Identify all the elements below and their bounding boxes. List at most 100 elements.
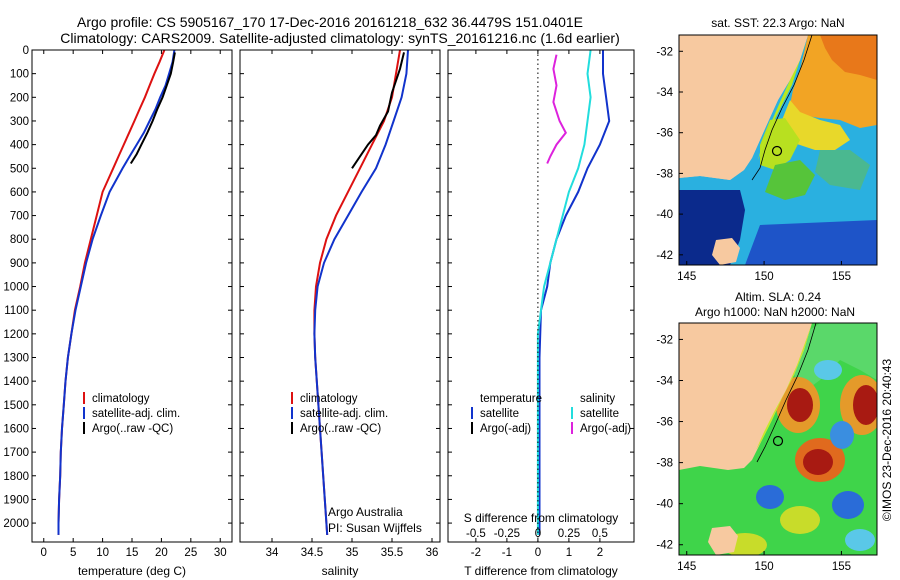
depth-tick-label: 800 bbox=[10, 234, 29, 246]
difference-s-label: S difference from climatology bbox=[464, 511, 619, 525]
map-ytick-label: -40 bbox=[656, 209, 673, 221]
difference-legend: temperature salinity satellite satellite Arg… bbox=[471, 393, 631, 435]
difference-xtick-label: -1 bbox=[502, 547, 512, 559]
depth-tick-label: 600 bbox=[10, 187, 29, 199]
map-xtick-label: 155 bbox=[832, 561, 851, 573]
depth-tick-label: 0 bbox=[23, 45, 29, 57]
sst-map-image bbox=[679, 35, 877, 265]
depth-tick-label: 200 bbox=[10, 92, 29, 104]
legend-entry: temperature bbox=[480, 393, 542, 405]
difference-xtick-label: 2 bbox=[597, 547, 603, 559]
depth-tick-label: 500 bbox=[10, 163, 29, 175]
map-ytick-label: -40 bbox=[656, 499, 673, 511]
argo-position-marker-sst bbox=[771, 145, 783, 157]
panel-difference: -2 -0.5 -1 -0.25 0 0 1 0.25 2 0.5 T difference fro… bbox=[447, 49, 635, 578]
argo-position-marker-sla bbox=[772, 435, 784, 447]
salinity-xtick-label: 34 bbox=[266, 547, 279, 559]
depth-tick-label: 900 bbox=[10, 258, 29, 270]
imos-credit: ©IMOS 23-Dec-2016 20:40:43 bbox=[880, 359, 894, 522]
temperature-xtick-label: 5 bbox=[70, 547, 76, 559]
depth-tick-label: 1100 bbox=[4, 305, 29, 317]
temperature-series-1 bbox=[57, 49, 176, 535]
temperature-xtick-label: 0 bbox=[41, 547, 47, 559]
sla-map: Altim. SLA: 0.24 Argo h1000: NaN h2000: … bbox=[656, 290, 878, 573]
depth-tick-label: 1800 bbox=[3, 471, 29, 483]
legend-entry: satellite-adj. clim. bbox=[300, 408, 388, 420]
salinity-series-0 bbox=[313, 49, 401, 535]
temperature-xtick-label: 20 bbox=[155, 547, 168, 559]
panel-salinity: 34 34.5 35 35.5 36 salinity Argo Australia PI: … bbox=[239, 49, 441, 578]
salinity-series-2 bbox=[351, 52, 405, 169]
temperature-xtick-label: 30 bbox=[214, 547, 227, 559]
sst-map-title: sat. SST: 22.3 Argo: NaN bbox=[711, 16, 844, 30]
map-ytick-label: -32 bbox=[656, 334, 673, 346]
temperature-xtick-label: 10 bbox=[96, 547, 109, 559]
panel-temperature: 0 5 10 15 20 25 300100200300400500600700800900… bbox=[3, 45, 233, 578]
depth-tick-label: 1600 bbox=[3, 423, 29, 435]
depth-tick-label: 1300 bbox=[3, 353, 29, 365]
salinity-legend: climatology satellite-adj. clim. Argo(..ra… bbox=[291, 392, 388, 435]
legend-entry: Argo(..raw -QC) bbox=[92, 423, 173, 435]
salinity-annotation: PI: Susan Wijffels bbox=[328, 521, 422, 535]
salinity-xtick-label: 35.5 bbox=[381, 547, 403, 559]
salinity-series-1 bbox=[313, 49, 409, 535]
sst-map: sat. SST: 22.3 Argo: NaN 145 150 bbox=[656, 16, 878, 283]
depth-tick-label: 700 bbox=[10, 211, 29, 223]
difference-series-0 bbox=[538, 50, 611, 535]
depth-tick-label: 1400 bbox=[3, 376, 29, 388]
difference-top-xtick-label: 0 bbox=[535, 528, 541, 540]
temperature-frame bbox=[31, 49, 233, 543]
difference-xtick-label: 0 bbox=[535, 547, 541, 559]
map-ytick-label: -42 bbox=[656, 540, 673, 552]
salinity-xtick-label: 34.5 bbox=[301, 547, 323, 559]
map-xtick-label: 155 bbox=[832, 271, 851, 283]
depth-tick-label: 1700 bbox=[3, 447, 29, 459]
legend-entry: climatology bbox=[300, 393, 358, 405]
map-ytick-label: -38 bbox=[656, 168, 673, 180]
temperature-xtick-label: 15 bbox=[126, 547, 139, 559]
salinity-xtick-label: 35 bbox=[346, 547, 359, 559]
map-ytick-label: -34 bbox=[656, 375, 673, 387]
difference-top-xtick-label: -0.5 bbox=[466, 528, 486, 540]
temperature-xlabel: temperature (deg C) bbox=[78, 564, 186, 578]
depth-tick-label: 1900 bbox=[3, 494, 29, 506]
legend-entry: Argo(-adj) bbox=[480, 423, 531, 435]
salinity-frame bbox=[239, 49, 441, 543]
depth-tick-label: 1500 bbox=[3, 400, 29, 412]
legend-entry: Argo(-adj) bbox=[580, 423, 631, 435]
map-ytick-label: -42 bbox=[656, 250, 673, 262]
difference-top-xtick-label: 0.5 bbox=[592, 528, 608, 540]
depth-tick-label: 2000 bbox=[3, 518, 29, 530]
depth-tick-label: 100 bbox=[10, 69, 29, 81]
temperature-legend: climatology satellite-adj. clim. Argo(..ra… bbox=[83, 392, 180, 435]
legend-entry: satellite-adj. clim. bbox=[92, 408, 180, 420]
difference-xtick-label: 1 bbox=[566, 547, 572, 559]
figure-title-line2: Climatology: CARS2009. Satellite-adjuste… bbox=[60, 30, 620, 46]
difference-series-2 bbox=[546, 54, 567, 164]
difference-top-xtick-label: 0.25 bbox=[558, 528, 580, 540]
legend-entry: salinity bbox=[580, 393, 615, 405]
map-ytick-label: -38 bbox=[656, 458, 673, 470]
salinity-annotation: Argo Australia bbox=[328, 505, 403, 519]
map-xtick-label: 150 bbox=[754, 561, 773, 573]
sla-map-title-line1: Altim. SLA: 0.24 bbox=[735, 290, 821, 304]
salinity-xlabel: salinity bbox=[322, 564, 359, 578]
profile-panels: 0 5 10 15 20 25 300100200300400500600700800900… bbox=[3, 45, 635, 578]
sla-map-title-line2: Argo h1000: NaN h2000: NaN bbox=[695, 305, 855, 319]
map-ytick-label: -34 bbox=[656, 87, 673, 99]
difference-frame bbox=[447, 49, 635, 543]
sst-map-ticks: 145 150 155 -32 -34 -36 -38 -40 -42 bbox=[656, 46, 851, 283]
difference-xlabel: T difference from climatology bbox=[464, 564, 618, 578]
legend-entry: climatology bbox=[92, 393, 150, 405]
depth-tick-label: 1200 bbox=[3, 329, 29, 341]
sla-map-frame bbox=[678, 322, 878, 556]
map-ytick-label: -32 bbox=[656, 46, 673, 58]
salinity-xtick-label: 36 bbox=[426, 547, 439, 559]
map-ytick-label: -36 bbox=[656, 417, 673, 429]
map-ytick-label: -36 bbox=[656, 128, 673, 140]
legend-entry: satellite bbox=[580, 408, 619, 420]
legend-entry: Argo(..raw -QC) bbox=[300, 423, 381, 435]
map-xtick-label: 145 bbox=[677, 561, 696, 573]
difference-top-xtick-label: -0.25 bbox=[494, 528, 520, 540]
